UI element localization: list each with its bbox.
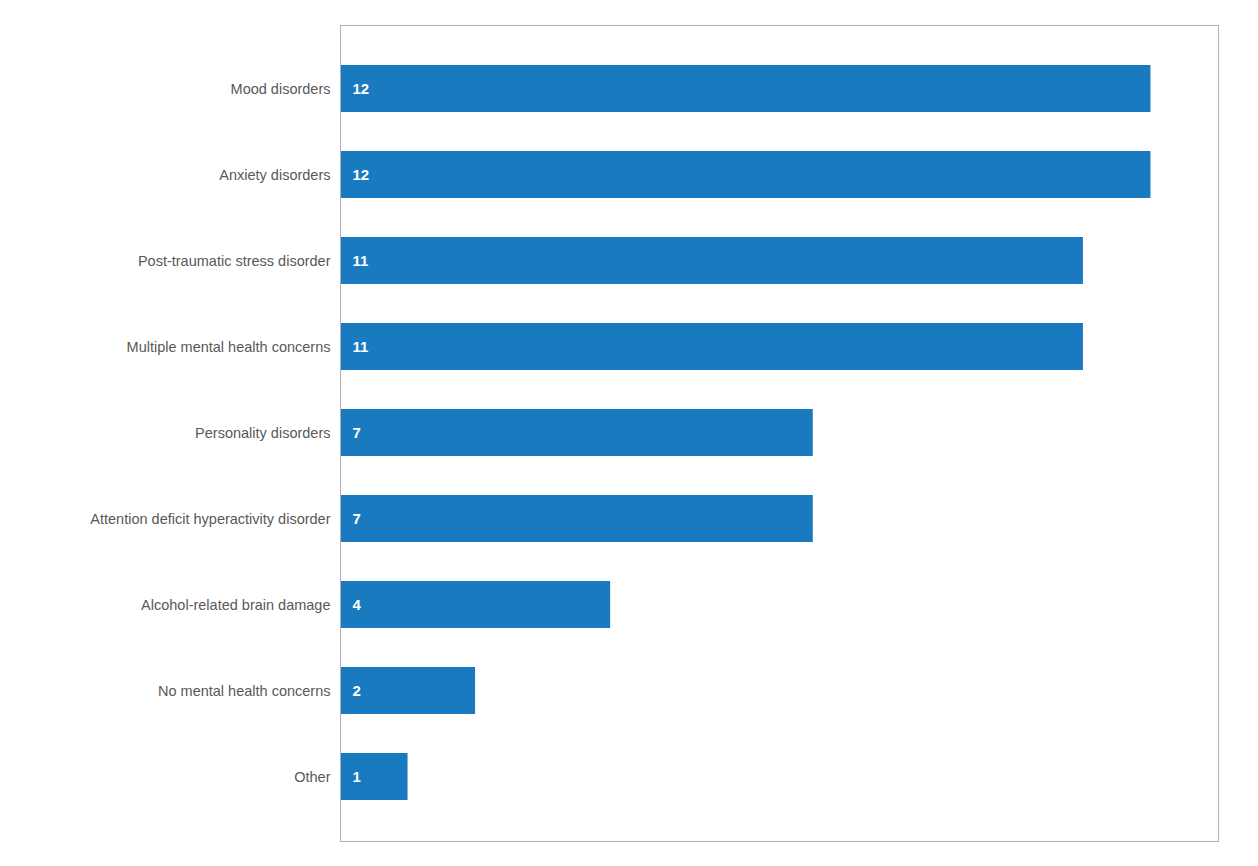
svg-text:Anxiety disorders: Anxiety disorders: [219, 167, 330, 183]
svg-text:7: 7: [353, 510, 361, 527]
svg-text:Alcohol-related brain damage: Alcohol-related brain damage: [141, 597, 330, 613]
svg-text:1: 1: [353, 768, 361, 785]
svg-text:4: 4: [353, 596, 362, 613]
svg-text:Personality disorders: Personality disorders: [195, 425, 330, 441]
svg-text:Post-traumatic stress disorder: Post-traumatic stress disorder: [138, 253, 331, 269]
svg-text:Multiple mental health concern: Multiple mental health concerns: [127, 339, 331, 355]
svg-text:12: 12: [353, 166, 370, 183]
svg-text:11: 11: [353, 252, 369, 269]
svg-text:Attention deficit hyperactivit: Attention deficit hyperactivity disorder: [90, 511, 330, 527]
svg-text:Mood disorders: Mood disorders: [231, 81, 331, 97]
svg-text:No mental health concerns: No mental health concerns: [158, 683, 331, 699]
svg-text:Other: Other: [294, 769, 330, 785]
svg-text:11: 11: [353, 338, 369, 355]
svg-text:2: 2: [353, 682, 361, 699]
svg-text:12: 12: [353, 80, 370, 97]
svg-text:7: 7: [353, 424, 361, 441]
